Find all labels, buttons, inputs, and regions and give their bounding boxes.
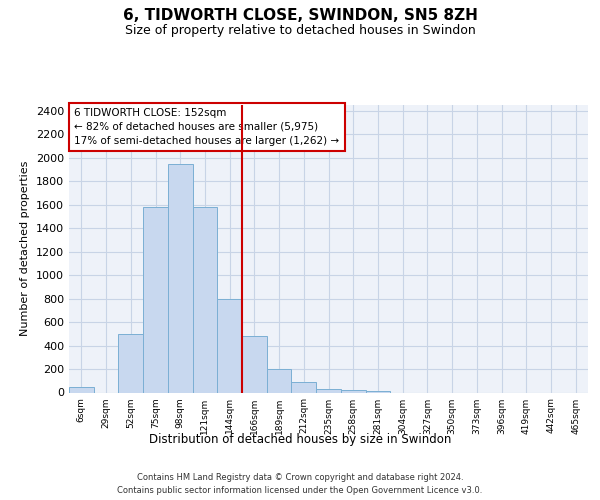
Bar bbox=[316, 389, 341, 392]
Bar bbox=[267, 369, 292, 392]
Bar bbox=[193, 207, 217, 392]
Bar bbox=[217, 298, 242, 392]
Text: Size of property relative to detached houses in Swindon: Size of property relative to detached ho… bbox=[125, 24, 475, 37]
Text: Contains public sector information licensed under the Open Government Licence v3: Contains public sector information licen… bbox=[118, 486, 482, 495]
Text: Contains HM Land Registry data © Crown copyright and database right 2024.: Contains HM Land Registry data © Crown c… bbox=[137, 472, 463, 482]
Text: 6, TIDWORTH CLOSE, SWINDON, SN5 8ZH: 6, TIDWORTH CLOSE, SWINDON, SN5 8ZH bbox=[122, 8, 478, 22]
Y-axis label: Number of detached properties: Number of detached properties bbox=[20, 161, 31, 336]
Bar bbox=[69, 386, 94, 392]
Bar bbox=[242, 336, 267, 392]
Bar bbox=[118, 334, 143, 392]
Text: 6 TIDWORTH CLOSE: 152sqm
← 82% of detached houses are smaller (5,975)
17% of sem: 6 TIDWORTH CLOSE: 152sqm ← 82% of detach… bbox=[74, 108, 340, 146]
Bar bbox=[341, 390, 365, 392]
Text: Distribution of detached houses by size in Swindon: Distribution of detached houses by size … bbox=[149, 432, 451, 446]
Bar bbox=[168, 164, 193, 392]
Bar bbox=[143, 207, 168, 392]
Bar bbox=[292, 382, 316, 392]
